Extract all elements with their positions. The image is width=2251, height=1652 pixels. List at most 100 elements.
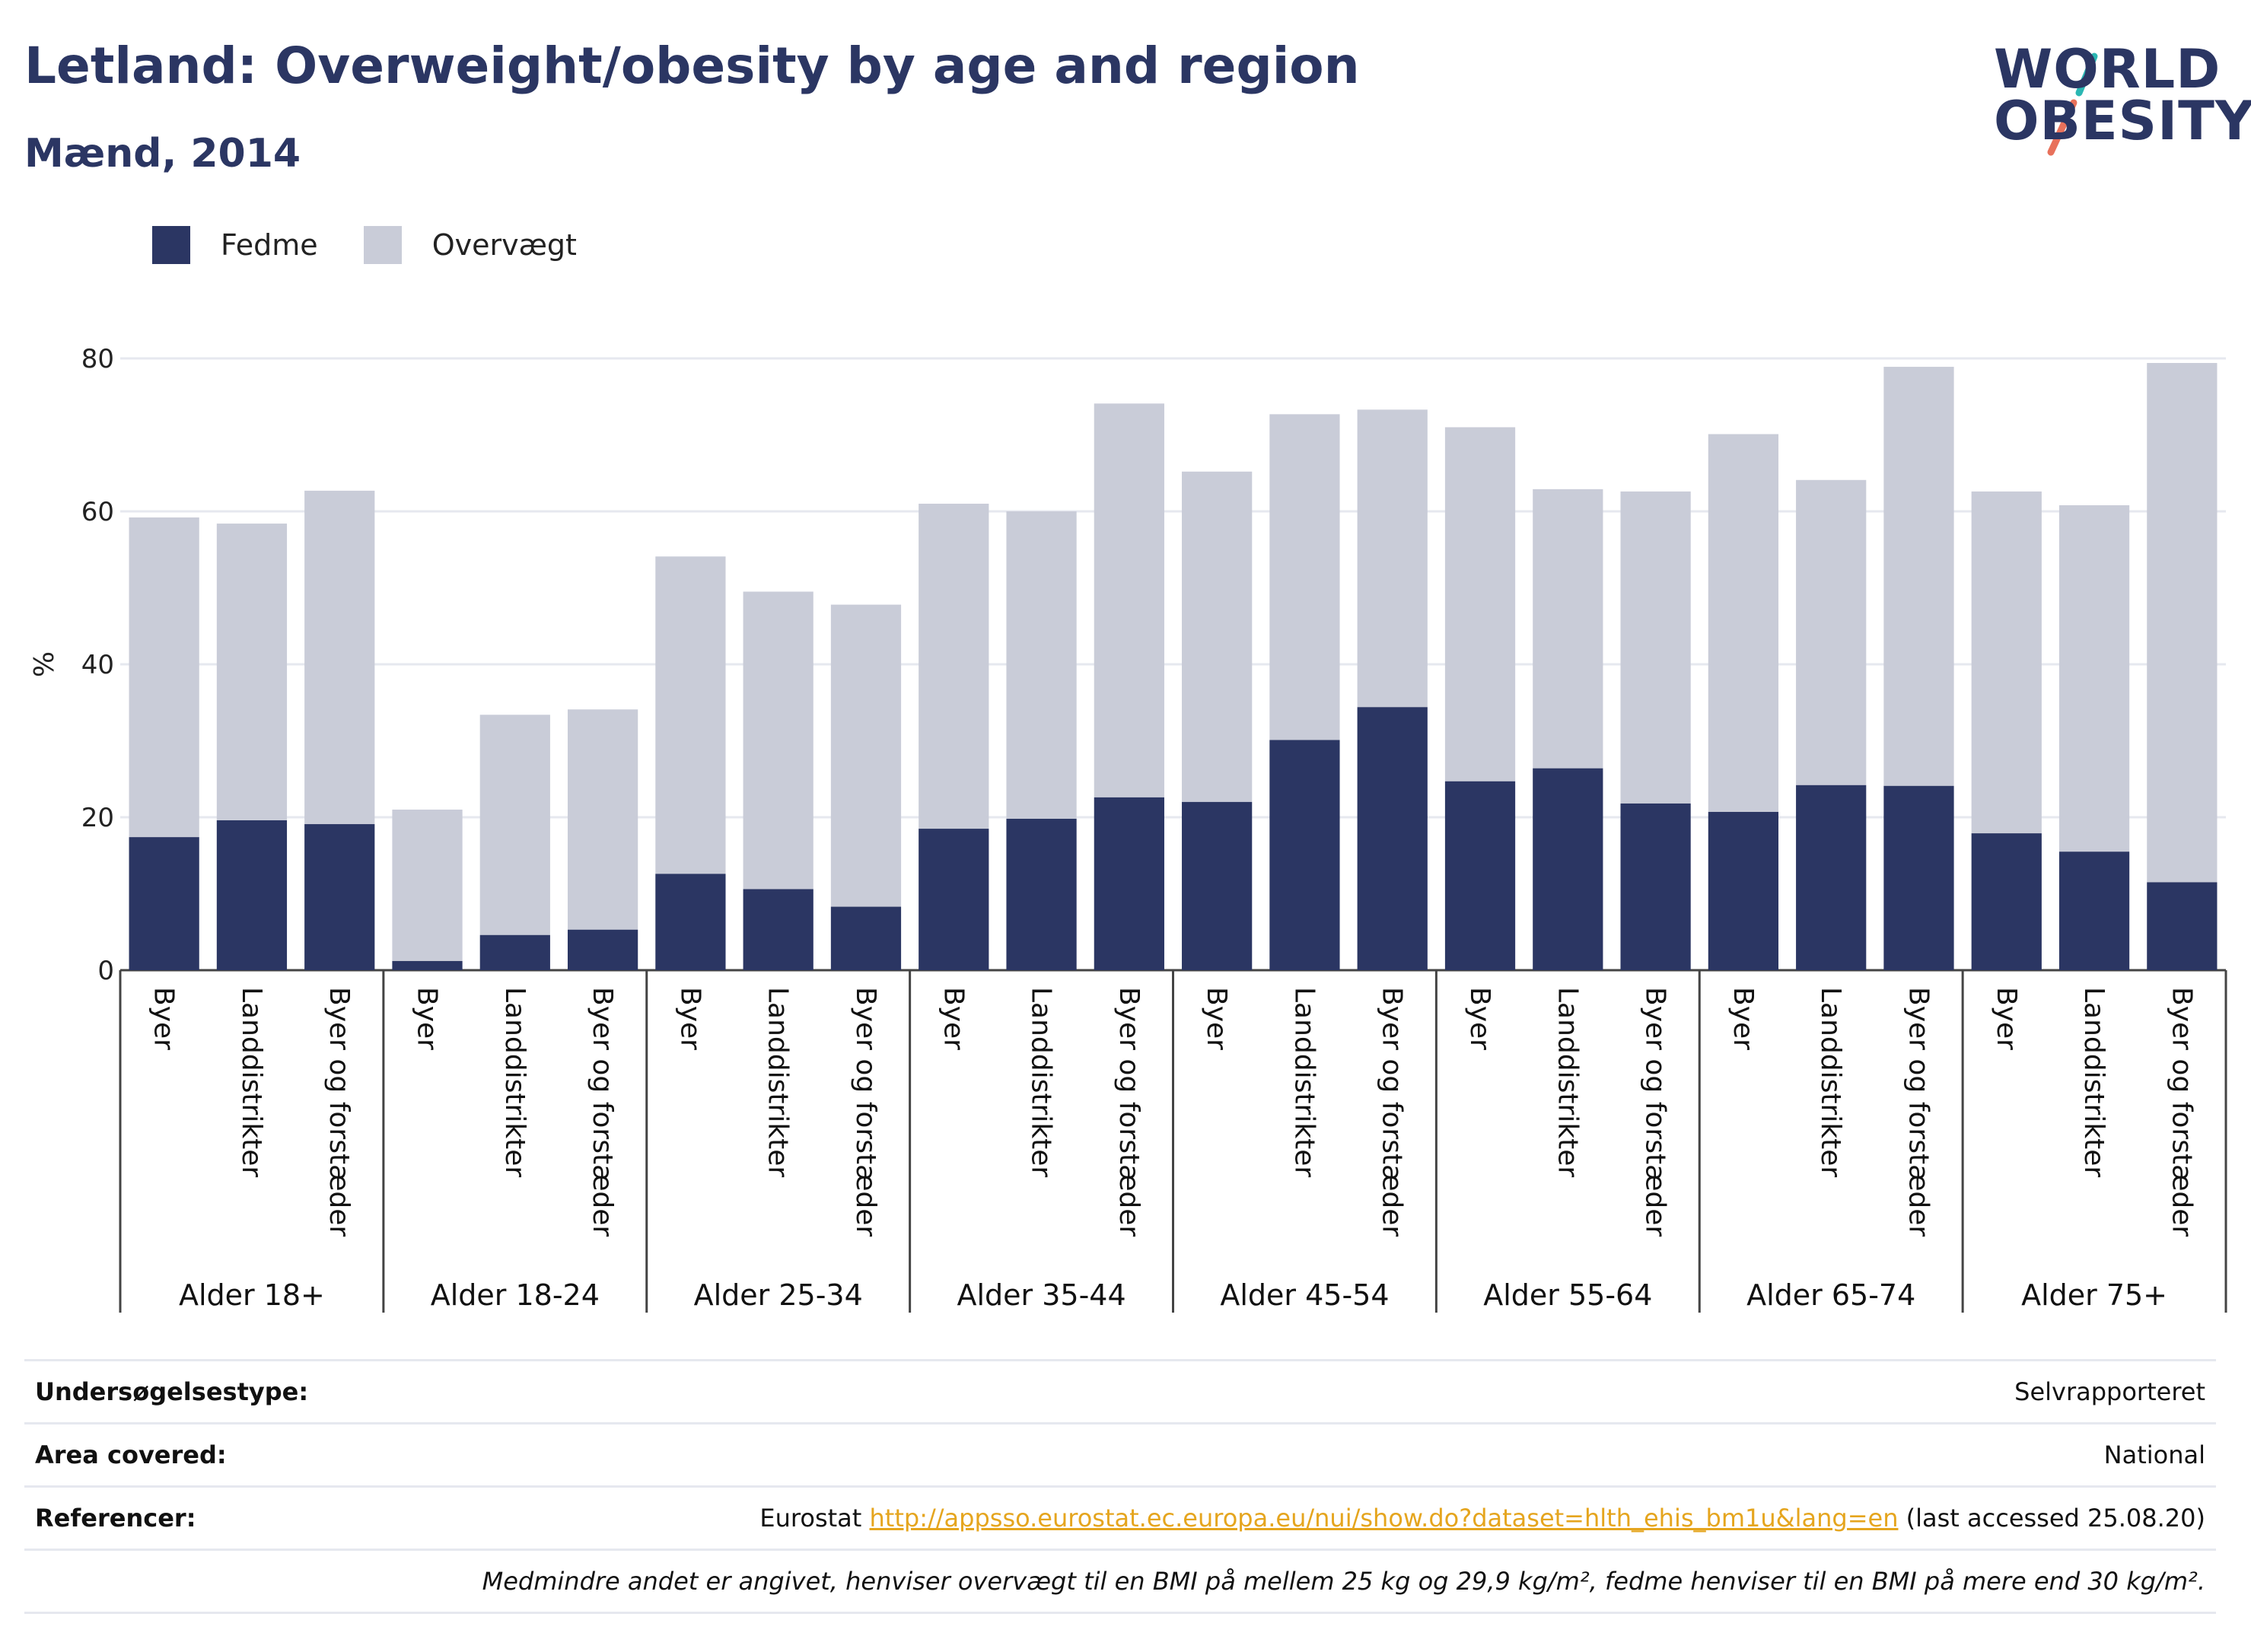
x-subcategory-label: Byer [1727,987,1759,1050]
bar-overvaegt [830,604,902,907]
x-subcategory-label: Byer og forstæder [1113,987,1145,1237]
x-group-label: Alder 65-74 [1746,1278,1915,1312]
x-subcategory-label: Byer [938,987,969,1050]
bar-fedme [1971,833,2042,970]
y-axis-label: % [29,651,60,677]
x-subcategory-label: Byer [412,987,443,1050]
legend-label-overvaegt: Overvægt [431,228,577,262]
x-subcategory-label: Landdistrikter [1815,987,1846,1177]
bar-overvaegt [1796,479,1867,785]
area-covered-value: National [2103,1440,2205,1469]
bar-overvaegt [392,809,463,961]
x-subcategory-label: Byer og forstæder [587,987,618,1237]
bar-fedme [1357,707,1428,970]
page-subtitle: Mænd, 2014 [24,131,301,177]
x-subcategory-label: Landdistrikter [1288,987,1320,1177]
bar-fedme [1708,811,1779,970]
x-subcategory-label: Byer og forstæder [323,987,355,1237]
reference-prefix: Eurostat [759,1504,870,1533]
x-subcategory-label: Byer [674,987,705,1050]
x-group-label: Alder 35-44 [957,1278,1126,1312]
reference-link[interactable]: http://appsso.eurostat.ec.europa.eu/nui/… [869,1504,1899,1533]
x-subcategory-label: Landdistrikter [236,987,267,1177]
bar-fedme [1796,785,1867,970]
x-group-label: Alder 25-34 [694,1278,863,1312]
bar-fedme [655,874,726,970]
bar-overvaegt [129,517,199,838]
x-subcategory-label: Byer [1464,987,1495,1050]
survey-type-value: Selvrapporteret [2014,1377,2205,1406]
bar-fedme [1094,797,1164,970]
bar-fedme [2147,882,2218,970]
bar-fedme [830,906,902,970]
logo-line1: WORLD [1994,38,2221,100]
bar-overvaegt [1269,414,1340,740]
info-table: Undersøgelsestype: Selvrapporteret Area … [24,1359,2216,1614]
x-subcategory-label: Landdistrikter [2078,987,2109,1177]
logo-line2: OBESITY [1994,90,2251,152]
bar-overvaegt [1094,403,1164,797]
x-subcategory-label: Byer [1201,987,1232,1050]
bar-overvaegt [743,591,813,890]
x-group-label: Alder 18+ [179,1278,325,1312]
survey-type-label: Undersøgelsestype: [35,1377,309,1406]
references-label: Referencer: [35,1504,196,1533]
x-group-label: Alder 45-54 [1220,1278,1389,1312]
x-subcategory-label: Byer og forstæder [1377,987,1408,1237]
x-group-label: Alder 55-64 [1483,1278,1652,1312]
bar-fedme [743,889,813,970]
legend-swatch-fedme [152,226,190,264]
legend-item-overvaegt[interactable]: Overvægt [363,226,577,264]
info-row-area: Area covered: National [24,1424,2216,1488]
y-tick-label: 60 [81,497,114,527]
world-obesity-logo: WORLD OBESITY [1979,30,2251,167]
bar-fedme [1006,819,1077,970]
stacked-bar-chart: 0 20 40 60 80% Byer Landdistrikter Byer og fors… [29,344,2227,1313]
y-tick-label: 80 [81,344,114,374]
x-group-label: Alder 18-24 [431,1278,600,1312]
y-tick-label: 40 [81,650,114,680]
bar-fedme [129,837,199,970]
bar-overvaegt [1883,367,1954,786]
bar-fedme [216,820,288,970]
bar-fedme [304,824,375,970]
bar-overvaegt [1182,471,1253,802]
bar-fedme [1182,801,1253,970]
bar-fedme [567,929,638,970]
bar-fedme [392,960,463,970]
bar-fedme [479,934,550,970]
x-subcategory-label: Byer [1991,987,2022,1050]
bar-overvaegt [1708,434,1779,812]
bar-fedme [1444,781,1516,970]
bar-overvaegt [304,490,375,825]
chart-legend: Fedme Overvægt [152,225,622,265]
info-row-note: Medmindre andet er angivet, henviser ove… [24,1551,2216,1614]
x-subcategory-label: Byer og forstæder [2166,987,2197,1237]
legend-label-fedme: Fedme [221,228,318,262]
x-group-label: Alder 75+ [2021,1278,2167,1312]
bar-overvaegt [216,524,288,821]
bar-fedme [919,829,989,970]
bar-overvaegt [919,503,989,829]
references-value: Eurostat http://appsso.eurostat.ec.europ… [759,1504,2205,1533]
bar-fedme [1883,785,1954,970]
bar-fedme [2058,851,2130,970]
bar-overvaegt [1620,491,1691,804]
bar-overvaegt [1971,491,2042,834]
x-subcategory-label: Landdistrikter [1026,987,1057,1177]
logo-slash-icon [2047,53,2098,156]
x-subcategory-label: Byer og forstæder [850,987,881,1237]
bar-overvaegt [2147,363,2218,883]
legend-swatch-overvaegt [363,226,402,264]
x-subcategory-label: Byer og forstæder [1640,987,1671,1237]
page-title: Letland: Overweight/obesity by age and r… [24,37,1360,95]
x-subcategory-label: Landdistrikter [499,987,530,1177]
bar-overvaegt [479,715,550,935]
bar-overvaegt [1444,427,1516,781]
bar-overvaegt [2058,505,2130,852]
bar-fedme [1620,803,1691,970]
bar-overvaegt [1533,489,1603,769]
x-subcategory-label: Landdistrikter [763,987,794,1177]
legend-item-fedme[interactable]: Fedme [152,226,318,264]
bar-fedme [1269,740,1340,970]
